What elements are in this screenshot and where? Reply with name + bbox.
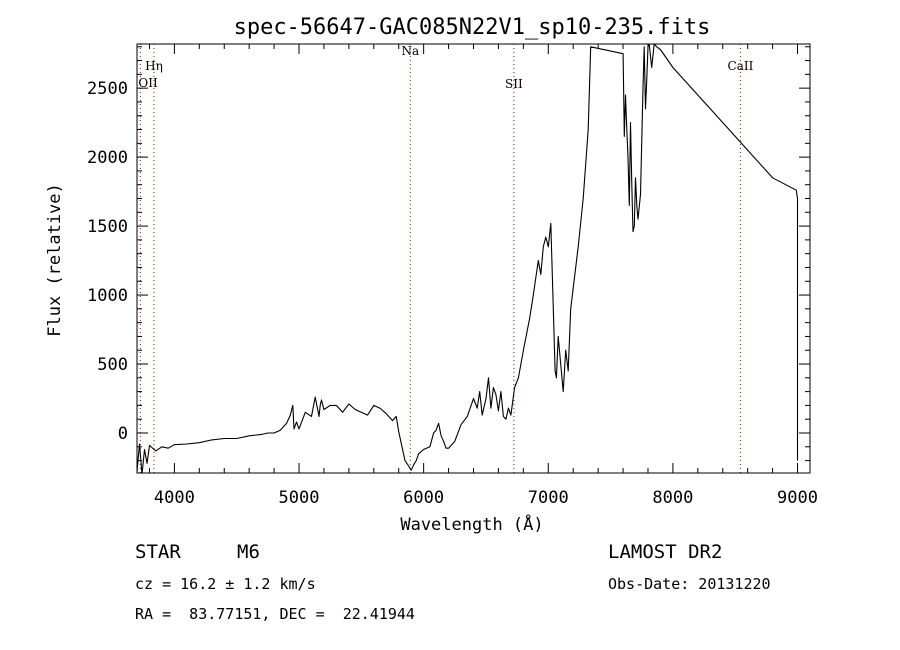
line-label-0: Hη (145, 59, 163, 73)
x-tick-label: 5000 (279, 488, 320, 508)
object-class: STAR (135, 541, 181, 563)
x-tick-label: 9000 (777, 488, 818, 508)
line-label-4: CaII (728, 59, 754, 73)
x-tick-label: 7000 (528, 488, 569, 508)
redshift-readout: cz = 16.2 ± 1.2 km/s (135, 575, 316, 593)
x-tick-label: 6000 (403, 488, 444, 508)
chart-title: spec-56647-GAC085N22V1_sp10-235.fits (234, 15, 711, 40)
x-tick-label: 8000 (652, 488, 693, 508)
x-tick-label: 4000 (154, 488, 195, 508)
y-tick-label: 1000 (87, 286, 128, 306)
y-tick-label: 0 (118, 424, 128, 444)
plot-frame (136, 43, 811, 474)
y-tick-label: 500 (97, 355, 128, 375)
line-label-2: Na (401, 44, 419, 58)
survey-name: LAMOST DR2 (608, 541, 723, 563)
y-tick-label: 1500 (87, 217, 128, 237)
y-axis-label: Flux (relative) (45, 183, 65, 337)
line-label-1: OII (138, 76, 158, 90)
y-tick-label: 2500 (87, 79, 128, 99)
observation-date: Obs-Date: 20131220 (608, 575, 771, 593)
spectrum-line-0 (137, 44, 799, 473)
line-label-3: SII (505, 77, 523, 91)
y-tick-label: 2000 (87, 148, 128, 168)
x-axis-label: Wavelength (Å) (400, 513, 543, 535)
sky-coordinates: RA = 83.77151, DEC = 22.41944 (135, 605, 415, 623)
spectral-subclass: M6 (237, 541, 260, 563)
